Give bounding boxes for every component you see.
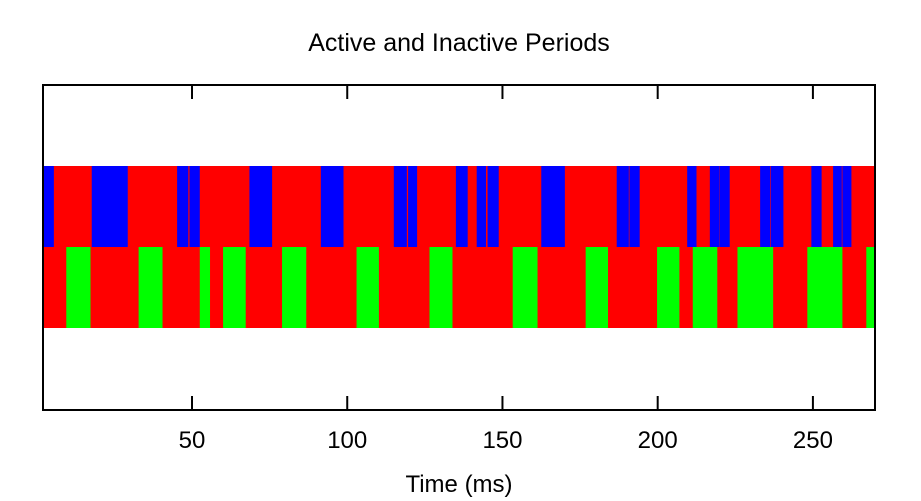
chart-title: Active and Inactive Periods (308, 29, 610, 57)
active-bar-row2-10 (657, 247, 680, 328)
x-tick-label-100: 100 (327, 427, 367, 454)
active-bar-row1-18 (760, 166, 771, 247)
active-bar-row1-13 (616, 166, 629, 247)
active-bar-row1-5 (249, 166, 273, 247)
active-bar-row1-20 (811, 166, 822, 247)
active-bar-row1-1 (43, 166, 54, 247)
inactive-row-2 (43, 247, 875, 328)
active-bar-row1-9 (455, 166, 468, 247)
active-bar-row1-4 (189, 166, 200, 247)
active-bar-row1-21 (833, 166, 842, 247)
active-bar-row2-14 (866, 247, 875, 328)
active-bar-row2-12 (737, 247, 774, 328)
x-axis-label: Time (ms) (405, 471, 512, 498)
active-bar-row2-2 (138, 247, 163, 328)
timeline-bars (43, 166, 875, 328)
active-bar-row2-7 (429, 247, 453, 328)
plot-frame (42, 84, 876, 411)
active-bar-row2-4 (223, 247, 246, 328)
active-bar-row1-15 (687, 166, 697, 247)
active-bar-row2-9 (585, 247, 609, 328)
active-bar-row2-11 (692, 247, 718, 328)
active-bar-row1-8 (408, 166, 418, 247)
active-bar-row1-16 (709, 166, 720, 247)
x-tick-label-150: 150 (482, 427, 522, 454)
active-bar-row2-13 (807, 247, 843, 328)
x-axis-ticks: 50 100 150 200 250 (179, 85, 833, 454)
active-bar-row1-22 (842, 166, 852, 247)
active-bar-row2-1 (66, 247, 91, 328)
active-bar-row1-7 (393, 166, 407, 247)
active-bar-row1-11 (487, 166, 499, 247)
active-bar-row2-6 (356, 247, 379, 328)
active-bar-row1-12 (541, 166, 565, 247)
x-tick-label-250: 250 (793, 427, 833, 454)
x-tick-label-50: 50 (179, 427, 206, 454)
active-bar-row1-6 (320, 166, 344, 247)
active-bar-row2-3 (199, 247, 211, 328)
active-bar-row1-19 (770, 166, 784, 247)
active-bar-row1-3 (177, 166, 189, 247)
active-bar-row2-8 (512, 247, 538, 328)
active-bar-row1-17 (719, 166, 730, 247)
active-bar-row2-5 (282, 247, 307, 328)
active-bar-row1-14 (629, 166, 640, 247)
active-bar-row1-2 (91, 166, 128, 247)
x-tick-label-200: 200 (638, 427, 678, 454)
active-bar-row1-10 (476, 166, 487, 247)
